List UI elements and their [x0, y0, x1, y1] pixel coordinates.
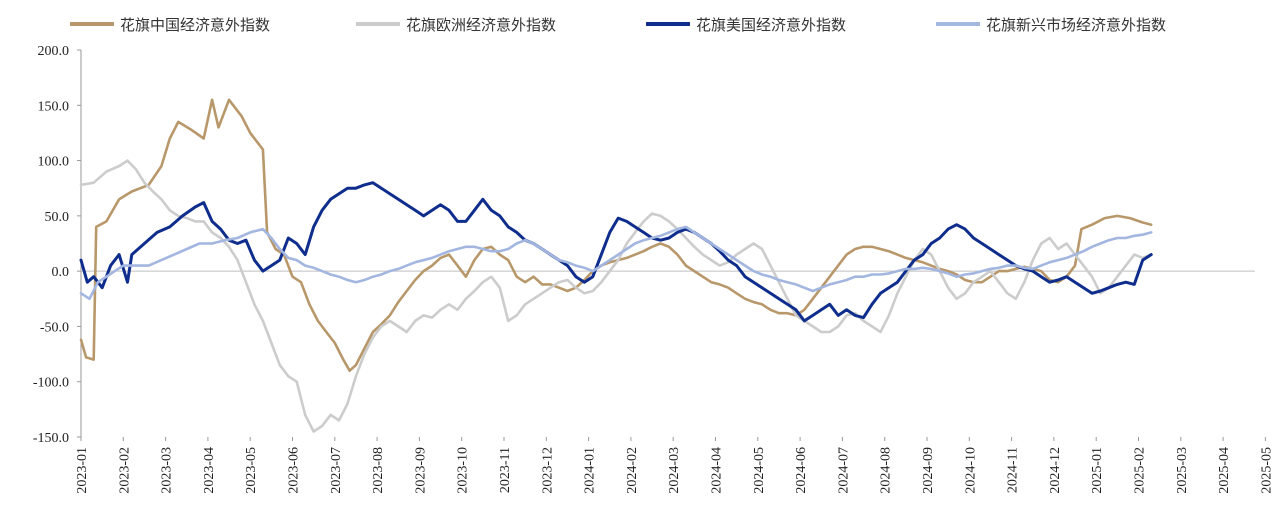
x-tick-label: 2024-02 [625, 447, 640, 494]
series-layer [79, 98, 1153, 433]
legend-swatch-europe [356, 22, 400, 26]
y-tick-label: 50.0 [45, 210, 70, 225]
y-tick-label: 150.0 [38, 99, 70, 114]
y-axis: 200.0 150.0 100.0 50.0 0.0 -50.0 -100.0 -150.0 [33, 44, 1255, 446]
x-tick-label: 2023-10 [456, 447, 471, 494]
legend-item-europe: 花旗欧洲经济意外指数 [356, 12, 556, 36]
x-tick-label: 2024-10 [963, 447, 978, 494]
series-line-3 [79, 225, 1153, 301]
x-tick-label: 2024-07 [836, 447, 851, 494]
y-tick-label: -50.0 [40, 320, 69, 335]
y-tick-label: 200.0 [38, 44, 70, 59]
y-tick-label: 0.0 [52, 265, 70, 280]
x-axis: 2023-01 2023-02 2023-03 2023-04 2023-05 2023-… [75, 437, 1274, 494]
legend-label-europe: 花旗欧洲经济意外指数 [406, 15, 557, 34]
legend-swatch-china [70, 22, 114, 26]
legend-item-china: 花旗中国经济意外指数 [70, 12, 270, 36]
x-tick-label: 2023-03 [160, 447, 175, 494]
x-tick-label: 2024-01 [583, 447, 598, 494]
x-tick-label: 2025-05 [1259, 447, 1274, 494]
x-tick-label: 2025-03 [1175, 447, 1190, 494]
y-tick-label: 100.0 [38, 155, 70, 170]
x-tick-label: 2023-09 [413, 447, 428, 494]
x-tick-label: 2023-04 [202, 447, 217, 494]
x-tick-label: 2023-07 [329, 447, 344, 494]
legend-label-us: 花旗美国经济意外指数 [696, 15, 847, 34]
x-tick-label: 2025-02 [1133, 447, 1148, 494]
legend-swatch-em [936, 22, 980, 26]
legend-label-china: 花旗中国经济意外指数 [120, 15, 271, 34]
x-tick-label: 2023-11 [498, 447, 513, 493]
x-tick-label: 2024-08 [879, 447, 894, 494]
x-tick-label: 2024-05 [752, 447, 767, 494]
legend-swatch-us [646, 22, 690, 26]
y-tick-label: -150.0 [33, 431, 69, 446]
x-tick-label: 2024-11 [1006, 447, 1021, 493]
legend-label-em: 花旗新兴市场经济意外指数 [986, 15, 1167, 34]
x-tick-label: 2024-06 [794, 447, 809, 494]
x-tick-label: 2023-06 [287, 447, 302, 494]
x-tick-label: 2023-08 [371, 447, 386, 494]
series-line-2 [79, 181, 1153, 323]
x-tick-label: 2024-04 [710, 447, 725, 494]
x-tick-label: 2023-01 [75, 447, 90, 494]
x-tick-label: 2025-04 [1217, 447, 1232, 494]
x-tick-label: 2024-12 [1048, 447, 1063, 494]
x-tick-label: 2023-12 [540, 447, 555, 494]
series-line-1 [79, 159, 1153, 433]
y-tick-label: -100.0 [33, 376, 69, 391]
chart-legend: 花旗中国经济意外指数 花旗欧洲经济意外指数 花旗美国经济意外指数 花旗新兴市场经… [0, 12, 1281, 36]
legend-item-em: 花旗新兴市场经济意外指数 [936, 12, 1166, 36]
x-tick-label: 2023-02 [117, 447, 132, 494]
x-tick-label: 2024-03 [667, 447, 682, 494]
x-tick-label: 2023-05 [244, 447, 259, 494]
x-tick-label: 2024-09 [921, 447, 936, 494]
x-tick-label: 2025-01 [1090, 447, 1105, 494]
legend-item-us: 花旗美国经济意外指数 [646, 12, 846, 36]
